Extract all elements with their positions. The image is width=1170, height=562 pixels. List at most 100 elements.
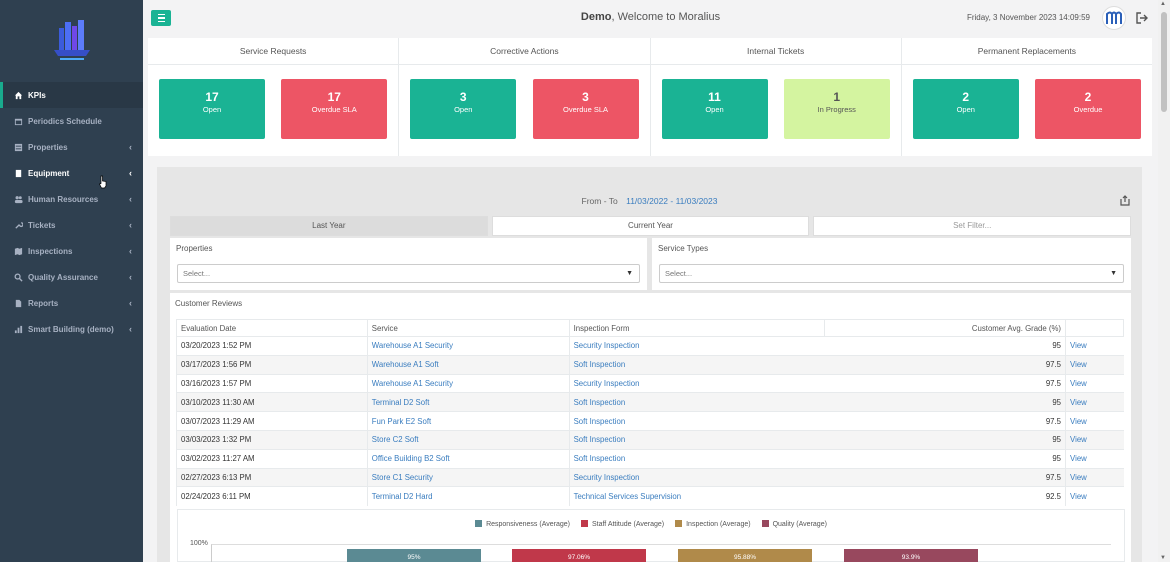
service-link[interactable]: Store C2 Soft	[366, 429, 570, 450]
view-link[interactable]: View	[1065, 486, 1124, 506]
sidebar-item-quality-assurance[interactable]: Quality Assurance ‹	[0, 264, 143, 290]
top-bar: Demo, Welcome to Moralius Friday, 3 Nove…	[143, 0, 1158, 36]
column-header[interactable]: Evaluation Date	[176, 319, 368, 337]
chart-bar[interactable]: 93.9%	[844, 549, 978, 562]
company-logo[interactable]	[50, 16, 94, 62]
sidebar-item-human-resources[interactable]: Human Resources ‹	[0, 186, 143, 212]
table-row: 03/07/2023 11:29 AM Fun Park E2 Soft Soft …	[176, 411, 1124, 431]
date-range-label: From - To	[581, 196, 618, 206]
inspection-form-link[interactable]: Soft Inspection	[568, 448, 825, 469]
kpi-box[interactable]: 2 Overdue	[1035, 79, 1141, 139]
inspection-form-link[interactable]: Security Inspection	[568, 373, 825, 393]
kpi-box[interactable]: 3 Open	[410, 79, 517, 139]
sidebar-item-properties[interactable]: Properties ‹	[0, 134, 143, 160]
date-range-picker[interactable]: 11/03/2022 - 11/03/2023	[626, 196, 718, 206]
inspection-form-link[interactable]: Soft Inspection	[568, 411, 825, 431]
legend-item[interactable]: Quality (Average)	[761, 520, 827, 528]
service-link[interactable]: Fun Park E2 Soft	[366, 411, 570, 431]
sidebar-item-smart-building[interactable]: Smart Building (demo) ‹	[0, 316, 143, 342]
book-icon	[15, 169, 22, 177]
sidebar-item-reports[interactable]: Reports ‹	[0, 290, 143, 316]
sidebar-item-periodics-schedule[interactable]: Periodics Schedule	[0, 108, 143, 134]
inspection-form-link[interactable]: Soft Inspection	[568, 354, 825, 375]
inspection-form-link[interactable]: Security Inspection	[568, 467, 825, 487]
evaluation-date-cell: 03/10/2023 11:30 AM	[176, 392, 368, 412]
kpi-box[interactable]: 17 Open	[159, 79, 265, 139]
column-header[interactable]: Customer Avg. Grade (%)	[824, 319, 1067, 337]
service-types-select-value: Select...	[665, 269, 693, 278]
evaluation-date-cell: 03/07/2023 11:29 AM	[176, 411, 368, 431]
inspection-form-link[interactable]: Technical Services Supervision	[568, 486, 825, 506]
service-link[interactable]: Terminal D2 Hard	[366, 486, 570, 506]
chart-bar[interactable]: 95.88%	[678, 549, 812, 562]
legend-item[interactable]: Responsiveness (Average)	[475, 520, 570, 528]
avatar[interactable]	[1102, 6, 1126, 30]
map-icon	[14, 247, 23, 255]
service-link[interactable]: Store C1 Security	[366, 467, 570, 487]
service-link[interactable]: Terminal D2 Soft	[366, 392, 570, 412]
export-icon[interactable]	[1120, 195, 1130, 206]
chart-legend: Responsiveness (Average) Staff Attitude (…	[178, 520, 1124, 528]
sidebar-item-kpis[interactable]: KPIs	[0, 82, 143, 108]
sidebar-item-inspections[interactable]: Inspections ‹	[0, 238, 143, 264]
service-link[interactable]: Warehouse A1 Soft	[366, 354, 570, 375]
column-header[interactable]: Service	[366, 319, 570, 337]
view-link[interactable]: View	[1065, 467, 1124, 487]
welcome-message: Demo, Welcome to Moralius	[143, 11, 1158, 23]
chevron-left-icon: ‹	[129, 142, 132, 152]
service-types-select[interactable]: Select... ▼	[659, 264, 1124, 283]
view-link[interactable]: View	[1065, 448, 1124, 469]
legend-swatch	[675, 520, 683, 527]
view-link[interactable]: View	[1065, 336, 1124, 356]
view-link[interactable]: View	[1065, 354, 1124, 375]
service-link[interactable]: Warehouse A1 Security	[366, 373, 570, 393]
kpi-count: 2	[1084, 90, 1092, 104]
tab-set-filter[interactable]: Set Filter...	[813, 216, 1132, 236]
table-row: 02/24/2023 6:11 PM Terminal D2 Hard Techni…	[176, 486, 1124, 506]
service-link[interactable]: Warehouse A1 Security	[366, 336, 570, 356]
legend-label: Responsiveness (Average)	[486, 521, 570, 528]
mouse-cursor-icon	[99, 175, 107, 189]
chart-bar[interactable]: 97.06%	[512, 549, 646, 562]
inspection-form-link[interactable]: Soft Inspection	[568, 392, 825, 412]
welcome-text: , Welcome to Moralius	[611, 11, 721, 23]
column-header[interactable]: Inspection Form	[568, 319, 826, 337]
inspection-form-link[interactable]: Soft Inspection	[568, 429, 825, 450]
view-link[interactable]: View	[1065, 411, 1124, 431]
logout-icon[interactable]	[1136, 12, 1148, 24]
kpi-summary: Service Requests 17 Open 17 Overdue SLA Co…	[148, 38, 1152, 156]
hamburger-icon-line	[157, 17, 165, 19]
kpi-box[interactable]: 2 Open	[912, 79, 1019, 139]
sidebar-item-equipment[interactable]: Equipment ‹	[0, 160, 143, 186]
tab-current-year[interactable]: Current Year	[491, 216, 810, 236]
properties-label: Properties	[176, 244, 213, 253]
view-link[interactable]: View	[1065, 429, 1124, 450]
scrollbar-thumb[interactable]	[1161, 12, 1167, 112]
kpi-group-service-requests: Service Requests 17 Open 17 Overdue SLA	[148, 38, 400, 156]
properties-select[interactable]: Select... ▼	[177, 264, 640, 283]
legend-item[interactable]: Staff Attitude (Average)	[580, 520, 664, 528]
chart-plot-area: 95% 97.06% 95.88% 93.9%	[211, 544, 1111, 562]
kpi-box[interactable]: 17 Overdue SLA	[281, 79, 388, 139]
scroll-down-icon[interactable]: ▼	[1160, 555, 1166, 561]
scroll-up-icon[interactable]: ▲	[1160, 1, 1166, 7]
brand-logo-icon	[1106, 11, 1122, 24]
chevron-left-icon: ‹	[129, 168, 132, 178]
kpi-box[interactable]: 11 Open	[661, 79, 768, 139]
view-link[interactable]: View	[1065, 373, 1124, 393]
page-scrollbar[interactable]: ▲ ▼	[1158, 0, 1170, 562]
sidebar-item-label: KPIs	[28, 90, 46, 100]
legend-item[interactable]: Inspection (Average)	[675, 520, 751, 528]
kpi-box[interactable]: 1 In Progress	[783, 79, 890, 139]
tab-last-year[interactable]: Last Year	[170, 216, 488, 236]
inspection-form-link[interactable]: Security Inspection	[568, 336, 825, 356]
service-link[interactable]: Office Building B2 Soft	[366, 448, 570, 469]
chart-bar[interactable]: 95%	[347, 549, 481, 562]
evaluation-date-cell: 02/27/2023 6:13 PM	[176, 467, 368, 487]
table-row: 03/16/2023 1:57 PM Warehouse A1 Security S…	[176, 373, 1124, 393]
kpi-box[interactable]: 3 Overdue SLA	[532, 79, 639, 139]
menu-toggle-button[interactable]	[151, 10, 171, 26]
sidebar-item-tickets[interactable]: Tickets ‹	[0, 212, 143, 238]
sidebar-item-label: Inspections	[28, 246, 73, 256]
view-link[interactable]: View	[1065, 392, 1124, 412]
